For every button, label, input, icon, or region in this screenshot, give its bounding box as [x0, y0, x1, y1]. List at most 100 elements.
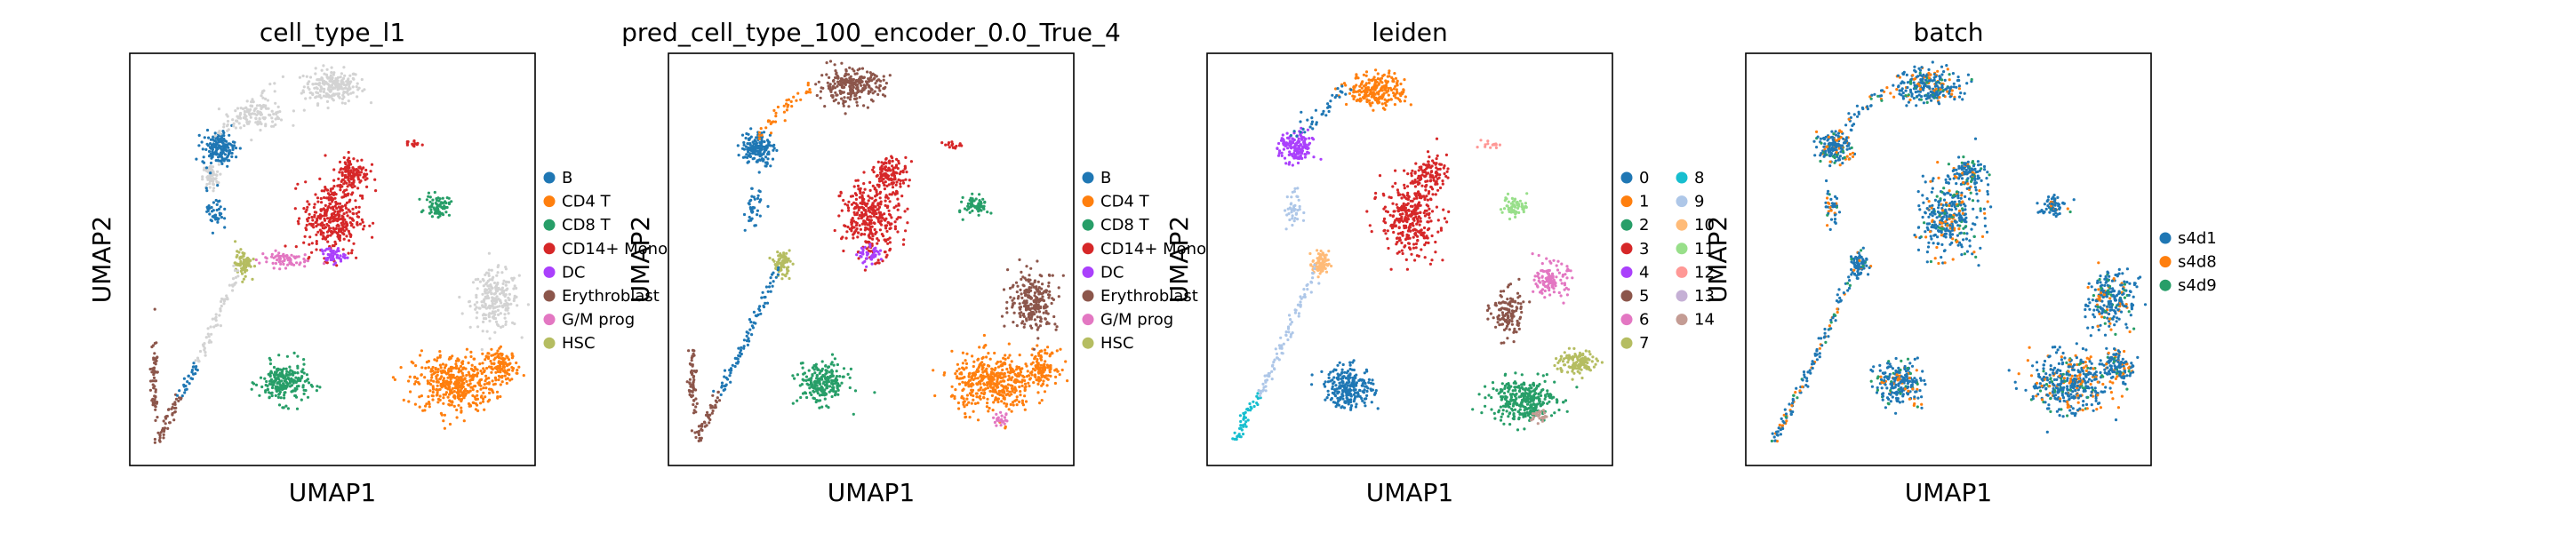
scatter-point [752, 321, 756, 324]
scatter-point [848, 376, 852, 379]
scatter-point [357, 165, 361, 169]
scatter-point [310, 251, 314, 254]
scatter-point [431, 369, 435, 372]
scatter-point [868, 243, 872, 246]
scatter-point [1030, 373, 1034, 377]
scatter-point [277, 403, 282, 407]
scatter-point [857, 208, 860, 212]
scatter-point [313, 211, 316, 214]
scatter-point [243, 113, 246, 116]
scatter-point [464, 367, 468, 370]
scatter-point [1026, 370, 1029, 373]
scatter-point [245, 120, 250, 123]
scatter-point [460, 394, 465, 397]
scatter-point [906, 221, 909, 225]
scatter-point [848, 91, 852, 95]
scatter-point [337, 84, 340, 87]
scatter-point [493, 316, 498, 321]
scatter-point [264, 390, 268, 394]
scatter-point [761, 159, 765, 163]
scatter-point [332, 73, 335, 76]
scatter-point [750, 208, 754, 212]
scatter-point [1008, 354, 1012, 357]
scatter-point [331, 187, 334, 190]
scatter-point [758, 214, 762, 218]
scatter-point [468, 300, 471, 304]
scatter-point [223, 226, 227, 229]
scatter-point [903, 164, 907, 168]
scatter-point [995, 424, 998, 427]
scatter-point [322, 252, 325, 256]
scatter-point [420, 349, 423, 353]
scatter-point [1018, 354, 1021, 357]
scatter-point [250, 139, 253, 142]
scatter-point [963, 400, 966, 403]
scatter-point [250, 100, 253, 104]
scatter-point [464, 392, 468, 395]
scatter-point [1022, 325, 1026, 329]
scatter-point [148, 388, 152, 392]
scatter-point [302, 241, 306, 244]
scatter-point [500, 374, 504, 378]
scatter-point [788, 259, 792, 263]
scatter-point [691, 348, 695, 352]
scatter-point [888, 241, 892, 244]
scatter-point [1003, 391, 1006, 394]
scatter-point [879, 200, 883, 203]
scatter-point [857, 231, 860, 235]
scatter-point [856, 184, 860, 187]
scatter-point [488, 391, 492, 394]
scatter-point [303, 235, 307, 238]
scatter-point [262, 116, 266, 120]
scatter-point [869, 231, 873, 235]
scatter-point [829, 362, 833, 366]
scatter-point [813, 384, 817, 387]
scatter-point [830, 370, 835, 373]
scatter-point [1024, 400, 1028, 403]
scatter-point [242, 277, 245, 281]
scatter-point [213, 131, 217, 135]
scatter-point [196, 356, 200, 360]
scatter-point [250, 387, 253, 391]
scatter-point [356, 169, 360, 172]
x-axis-label: UMAP1 [828, 478, 916, 507]
scatter-point [212, 187, 216, 190]
scatter-point [188, 382, 191, 386]
scatter-point [506, 371, 509, 376]
scatter-point [982, 388, 986, 392]
scatter-point [329, 74, 332, 77]
scatter-point [836, 80, 840, 84]
scatter-point [753, 224, 756, 227]
scatter-point [759, 198, 763, 202]
scatter-point [342, 66, 346, 69]
scatter-point [268, 374, 272, 378]
scatter-point [330, 78, 333, 82]
scatter-point [692, 402, 695, 407]
scatter-point [324, 257, 328, 260]
scatter-point [212, 179, 215, 183]
scatter-point [258, 394, 261, 397]
scatter-point [209, 153, 212, 156]
scatter-point [182, 377, 186, 380]
scatter-point [261, 252, 265, 256]
scatter-point [329, 230, 332, 234]
scatter-point [1037, 310, 1042, 314]
scatter-point [335, 254, 339, 258]
scatter-point [961, 366, 964, 370]
scatter-point [901, 179, 905, 182]
scatter-point [1049, 374, 1052, 378]
scatter-point [1006, 356, 1010, 360]
scatter-point [323, 87, 326, 91]
scatter-point [208, 179, 212, 183]
scatter-point [444, 379, 448, 383]
scatter-point [460, 399, 463, 402]
scatter-point [886, 242, 890, 245]
scatter-point [872, 165, 876, 169]
scatter-point [284, 367, 288, 370]
scatter-point [985, 355, 988, 359]
scatter-point [971, 199, 974, 203]
scatter-point [901, 171, 905, 174]
scatter-point [756, 194, 760, 197]
scatter-point [515, 361, 518, 365]
scatter-point [702, 420, 707, 424]
